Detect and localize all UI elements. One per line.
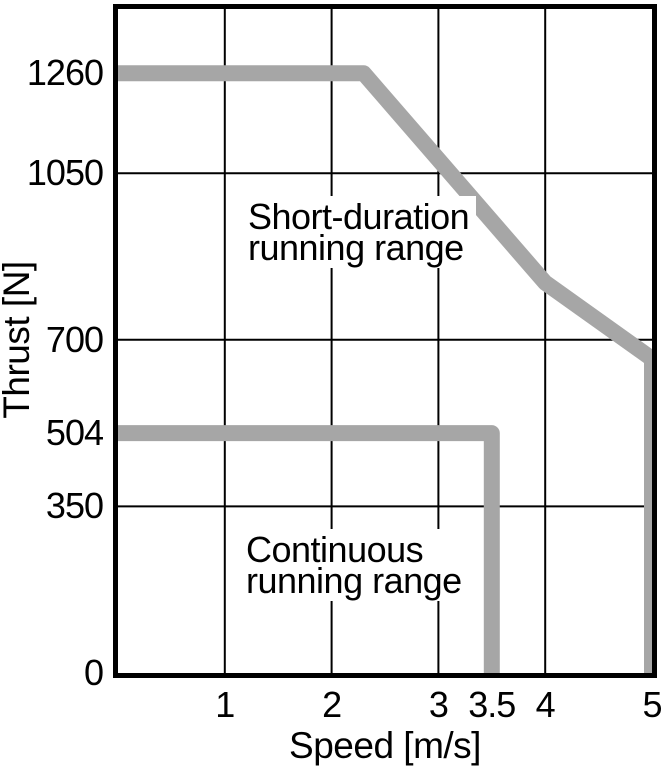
short-duration-region-label: Short-duration running range	[241, 196, 477, 268]
y-tick-label-504: 504	[45, 412, 104, 454]
series-curve-1	[118, 425, 500, 673]
y-tick-label-350: 350	[45, 485, 104, 527]
x-axis-title: Speed [m/s]	[289, 725, 481, 766]
continuous-region-label-line1: Continuous	[246, 529, 424, 570]
continuous-region-label-line2: running range	[246, 560, 462, 601]
short-duration-region-label-line1: Short-duration	[248, 196, 470, 237]
y-tick-label-1050: 1050	[26, 152, 104, 194]
plot-area: Short-duration running range Continuous …	[113, 4, 657, 678]
series-curve-0	[118, 65, 652, 673]
x-tick-label-5: 5	[642, 684, 661, 725]
short-duration-region-label-line2: running range	[248, 227, 464, 268]
x-tick-label-3: 3	[428, 684, 449, 725]
x-tick-label-1: 1	[215, 684, 235, 725]
y-axis-tick-labels: 0 350 504 700 1050 1260	[0, 0, 107, 769]
x-tick-label-3.5: 3.5	[468, 684, 516, 725]
x-tick-label-2: 2	[322, 684, 342, 725]
y-tick-label-0: 0	[83, 652, 104, 693]
y-tick-label-1260: 1260	[26, 52, 104, 94]
x-tick-label-4: 4	[535, 684, 556, 725]
continuous-region-label: Continuous running range	[239, 529, 469, 601]
y-tick-label-700: 700	[45, 318, 104, 360]
plot-canvas	[118, 9, 652, 673]
